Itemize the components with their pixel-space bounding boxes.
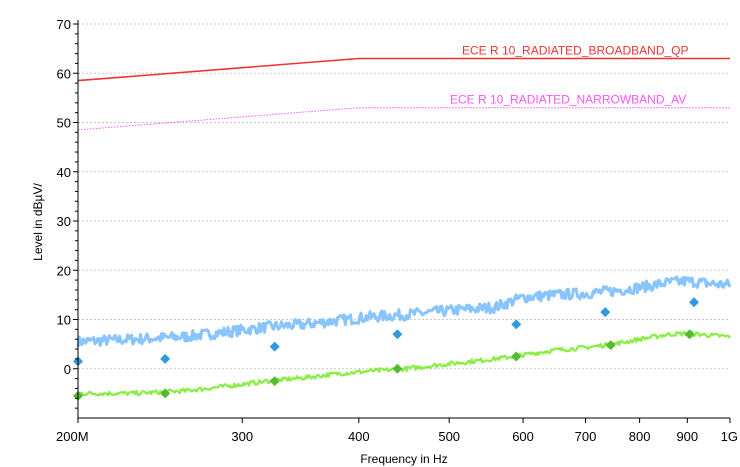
qp-marker (269, 341, 280, 352)
av-marker (269, 376, 280, 387)
y-tick-label: 70 (57, 17, 71, 32)
y-tick-label: 50 (57, 116, 71, 131)
y-tick-label: 30 (57, 214, 71, 229)
x-tick-label: 700 (575, 429, 597, 444)
qp-marker (600, 307, 611, 318)
qp-marker (689, 297, 700, 308)
y-tick-label: 60 (57, 66, 71, 81)
x-tick-labels: 200M 300 400 500 600 700 800 900 1G (56, 429, 738, 444)
x-tick-label: 900 (676, 429, 698, 444)
x-tick-label: 1G (721, 429, 738, 444)
x-axis-title: Frequency in Hz (360, 452, 447, 466)
x-tick-label: 400 (348, 429, 370, 444)
y-tick-label: 10 (57, 313, 71, 328)
limit-lines (77, 57, 730, 131)
y-tick-labels: 0 10 20 30 40 50 60 70 (57, 17, 71, 377)
qp-marker (160, 353, 171, 364)
x-tick-label: 600 (512, 429, 534, 444)
y-tick-label: 20 (57, 263, 71, 278)
qp-marker (392, 329, 403, 340)
limit-labels: ECE R 10_RADIATED_BROADBAND_QP ECE R 10_R… (450, 43, 689, 106)
average-trace (77, 330, 731, 397)
av-marker (605, 340, 616, 351)
narrowband-limit-label: ECE R 10_RADIATED_NARROWBAND_AV (450, 93, 686, 107)
qp-marker (511, 319, 522, 330)
y-tick-label: 0 (64, 362, 71, 377)
av-marker (160, 388, 171, 399)
av-marker (511, 351, 522, 362)
x-tick-label: 200M (56, 429, 89, 444)
narrowband-limit-line (77, 107, 730, 131)
av-marker (392, 363, 403, 374)
y-tick-label: 40 (57, 165, 71, 180)
measurement-traces (76, 275, 732, 397)
x-tick-label: 500 (438, 429, 460, 444)
axes (73, 20, 731, 423)
x-tick-label: 300 (231, 429, 253, 444)
y-axis-title: Level in dBµV/ (31, 183, 45, 261)
broadband-limit-label: ECE R 10_RADIATED_BROADBAND_QP (462, 43, 689, 57)
x-tick-label: 800 (629, 429, 651, 444)
peak-trace (76, 275, 732, 348)
av-marker (684, 329, 695, 340)
final-measurement-markers (73, 297, 700, 401)
broadband-limit-line (77, 57, 730, 82)
